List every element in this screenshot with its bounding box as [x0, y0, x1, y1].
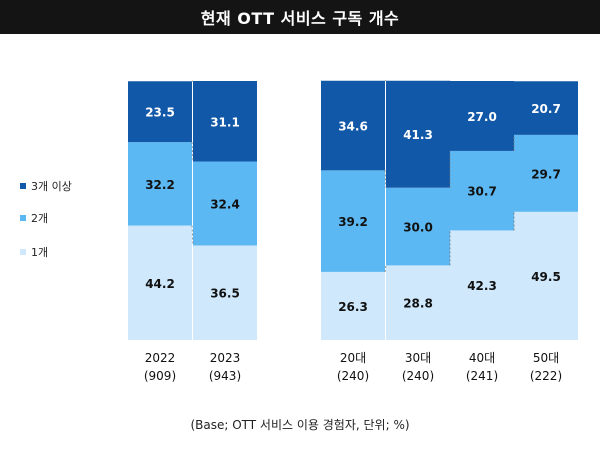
bar-segment-3plus-0	[128, 81, 192, 143]
connector-line-2-1	[384, 170, 387, 188]
data-label-3plus-4: 27.0	[467, 110, 497, 124]
category-base-5: (222)	[530, 369, 562, 383]
data-label-2-4: 30.7	[467, 185, 497, 199]
data-label-3plus-5: 20.7	[531, 102, 561, 116]
bar-segment-3plus-1	[193, 81, 257, 162]
data-label-1-2: 26.3	[338, 300, 368, 314]
data-label-2-1: 32.4	[210, 198, 240, 212]
bar-segment-1-1	[193, 245, 257, 340]
data-label-1-3: 28.8	[403, 297, 433, 311]
data-label-2-3: 30.0	[403, 221, 433, 235]
bar-segment-2-1	[193, 161, 257, 246]
data-label-3plus-0: 23.5	[145, 106, 175, 120]
base-note: (Base; OTT 서비스 이용 경험자, 단위; %)	[190, 418, 410, 432]
bar-segment-1-4	[450, 230, 514, 340]
chart-title: 현재 OTT 서비스 구독 개수	[0, 0, 600, 34]
data-label-1-1: 36.5	[210, 287, 240, 301]
bar-segment-2-5	[514, 134, 578, 212]
data-label-2-2: 39.2	[338, 215, 368, 229]
connector-line-2-0	[384, 265, 387, 272]
bar-segment-2-4	[450, 150, 514, 231]
bar-segment-1-0	[128, 225, 192, 340]
legend-swatch-1	[20, 249, 26, 255]
category-label-3: 30대	[405, 351, 431, 365]
category-base-4: (241)	[466, 369, 498, 383]
category-base-0: (909)	[144, 369, 176, 383]
data-label-2-5: 29.7	[531, 167, 561, 181]
legend-item-3plus: 3개 이상	[20, 178, 72, 194]
bar-segment-3plus-3	[386, 80, 450, 188]
legend-label-2: 2개	[31, 212, 49, 225]
data-label-3plus-1: 31.1	[210, 115, 240, 129]
bar-segment-2-0	[128, 142, 192, 226]
data-label-1-0: 44.2	[145, 277, 175, 291]
category-label-2: 20대	[340, 351, 366, 365]
data-label-3plus-3: 41.3	[403, 128, 433, 142]
data-label-2-0: 32.2	[145, 178, 175, 192]
bar-segment-3plus-5	[514, 81, 578, 135]
legend-item-2: 2개	[20, 210, 48, 226]
legend-label-1: 1개	[31, 246, 49, 259]
category-base-1: (943)	[209, 369, 241, 383]
data-label-1-4: 42.3	[467, 279, 497, 293]
category-base-2: (240)	[337, 369, 369, 383]
bar-segment-2-2	[321, 170, 385, 272]
bar-segment-2-3	[386, 187, 450, 266]
bar-segment-3plus-2	[321, 80, 385, 171]
legend-swatch-2	[20, 215, 26, 221]
legend-label-3plus: 3개 이상	[31, 180, 72, 193]
legend-swatch-3plus	[20, 183, 26, 189]
bar-segment-1-3	[386, 265, 450, 340]
category-label-0: 2022	[145, 351, 176, 365]
category-label-1: 2023	[210, 351, 241, 365]
bar-segment-1-2	[321, 271, 385, 340]
legend-item-1: 1개	[20, 244, 48, 260]
bar-segment-1-5	[514, 211, 578, 340]
category-label-4: 40대	[469, 351, 495, 365]
data-label-1-5: 49.5	[531, 270, 561, 284]
connector-line-0-1	[191, 142, 194, 162]
category-base-3: (240)	[402, 369, 434, 383]
data-label-3plus-2: 34.6	[338, 120, 368, 134]
bar-segment-3plus-4	[450, 81, 514, 151]
category-label-5: 50대	[533, 351, 559, 365]
connector-line-0-0	[191, 225, 194, 246]
